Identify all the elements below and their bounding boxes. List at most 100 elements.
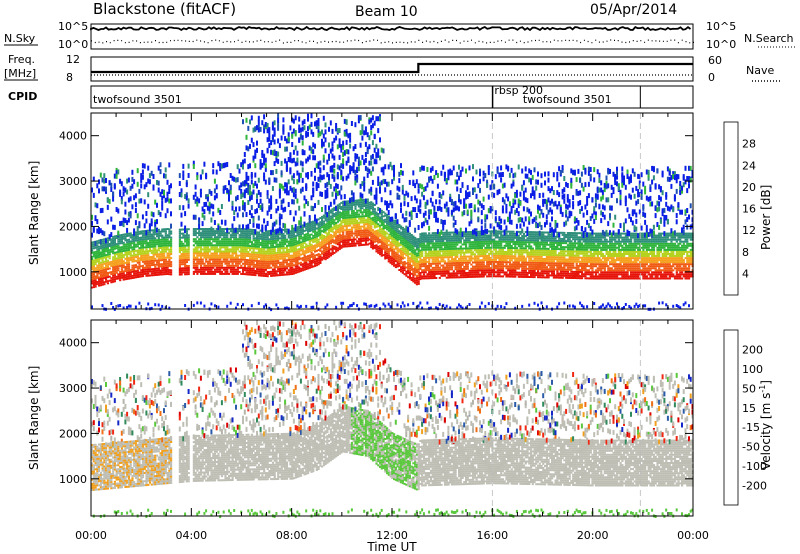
heatmap-cell: [264, 230, 267, 233]
heatmap-cell: [275, 258, 278, 261]
heatmap-cell: [134, 272, 138, 275]
heatmap-cell: [250, 245, 253, 248]
heatmap-cell: [356, 219, 359, 222]
heatmap-cell: [113, 245, 116, 248]
heatmap-cell: [264, 250, 267, 253]
heatmap-cell: [131, 240, 134, 243]
heatmap-cell: [256, 245, 259, 248]
heatmap-cell: [252, 189, 255, 195]
heatmap-cell: [226, 304, 229, 308]
heatmap-cell: [278, 257, 282, 260]
heatmap-cell: [275, 260, 278, 263]
heatmap-cell: [275, 270, 278, 273]
heatmap-cell: [350, 214, 354, 217]
heatmap-cell: [282, 247, 285, 250]
heatmap-cell: [120, 234, 123, 236]
heatmap-cell: [350, 242, 354, 245]
heatmap-cell: [321, 129, 323, 135]
heatmap-cell: [252, 127, 255, 133]
heatmap-cell: [196, 246, 199, 249]
heatmap-cell: [259, 237, 262, 240]
heatmap-cell: [307, 116, 309, 122]
heatmap-cell: [222, 185, 225, 191]
heatmap-cell: [298, 205, 301, 211]
heatmap-cell: [294, 237, 297, 240]
heatmap-cell: [206, 268, 210, 271]
heatmap-cell: [426, 182, 429, 188]
heatmap-cell: [375, 246, 378, 249]
heatmap-cell: [129, 244, 132, 247]
heatmap-cell: [249, 245, 252, 247]
heatmap-cell: [254, 270, 257, 272]
heatmap-cell: [361, 203, 364, 206]
heatmap-cell: [117, 244, 120, 247]
heatmap-cell: [263, 305, 266, 309]
heatmap-cell: [328, 225, 331, 228]
heatmap-cell: [315, 260, 318, 263]
heatmap-cell: [131, 264, 134, 267]
heatmap-cell: [235, 240, 238, 243]
heatmap-cell: [122, 274, 125, 277]
heatmap-cell: [336, 183, 339, 189]
heatmap-cell: [270, 140, 273, 146]
heatmap-cell: [301, 246, 304, 249]
heatmap-cell: [247, 267, 250, 270]
heatmap-cell: [350, 234, 354, 237]
heatmap-cell: [127, 244, 131, 247]
heatmap-cell: [228, 228, 231, 230]
heatmap-cell: [185, 248, 188, 251]
heatmap-cell: [184, 271, 187, 274]
heatmap-cell: [314, 143, 316, 149]
heatmap-cell: [421, 165, 424, 171]
heatmap-cell: [187, 256, 190, 259]
heatmap-cell: [284, 247, 287, 250]
heatmap-cell: [210, 234, 213, 237]
heatmap-cell: [273, 235, 276, 238]
heatmap-cell: [285, 146, 288, 152]
heatmap-cell: [115, 235, 118, 237]
heatmap-cell: [256, 193, 258, 199]
heatmap-cell: [352, 222, 355, 225]
heatmap-cell: [252, 249, 255, 252]
heatmap-cell: [278, 253, 282, 256]
heatmap-cell: [363, 202, 366, 205]
heatmap-cell: [382, 237, 385, 240]
heatmap-cell: [298, 250, 301, 253]
heatmap-cell: [335, 250, 338, 253]
heatmap-cell: [213, 304, 216, 308]
heatmap-cell: [284, 188, 287, 194]
heatmap-cell: [96, 219, 99, 225]
heatmap-cell: [212, 252, 215, 255]
heatmap-cell: [419, 166, 422, 172]
heatmap-cell: [215, 246, 218, 249]
heatmap-cell: [243, 244, 246, 247]
heatmap-cell: [349, 218, 352, 221]
heatmap-cell: [277, 151, 280, 157]
heatmap-cell: [224, 162, 227, 168]
heatmap-cell: [252, 243, 255, 246]
heatmap-cell: [236, 246, 239, 249]
heatmap-cell: [243, 206, 246, 212]
heatmap-cell: [403, 217, 406, 223]
heatmap-cell: [150, 241, 153, 244]
heatmap-cell: [312, 255, 315, 258]
heatmap-cell: [405, 225, 408, 231]
heatmap-cell: [203, 230, 206, 233]
heatmap-cell: [117, 242, 120, 245]
heatmap-cell: [294, 247, 297, 250]
heatmap-cell: [338, 142, 341, 148]
heatmap-cell: [317, 261, 320, 264]
heatmap-cell: [92, 282, 95, 284]
heatmap-cell: [124, 233, 127, 236]
heatmap-cell: [224, 262, 227, 265]
heatmap-cell: [277, 243, 280, 246]
heatmap-cell: [357, 217, 361, 220]
heatmap-cell: [294, 231, 297, 233]
heatmap-cell: [382, 302, 385, 306]
heatmap-cell: [240, 230, 243, 233]
heatmap-cell: [249, 163, 251, 169]
heatmap-cell: [366, 229, 369, 232]
heatmap-cell: [250, 253, 253, 256]
heatmap-cell: [424, 250, 427, 253]
heatmap-cell: [185, 267, 188, 270]
